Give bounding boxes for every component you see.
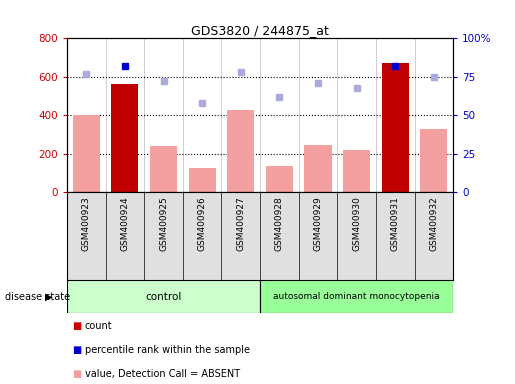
Bar: [150, 146, 177, 192]
Text: GSM400926: GSM400926: [198, 197, 207, 251]
Text: count: count: [85, 321, 113, 331]
Bar: [73, 115, 100, 192]
Bar: [420, 129, 448, 192]
Bar: [188, 168, 216, 192]
Text: GSM400930: GSM400930: [352, 197, 361, 251]
Text: GSM400927: GSM400927: [236, 197, 245, 251]
Title: GDS3820 / 244875_at: GDS3820 / 244875_at: [191, 24, 329, 37]
Text: GSM400931: GSM400931: [391, 197, 400, 251]
Text: value, Detection Call = ABSENT: value, Detection Call = ABSENT: [85, 369, 240, 379]
Bar: [343, 150, 370, 192]
FancyBboxPatch shape: [67, 280, 260, 313]
Bar: [304, 145, 332, 192]
Text: ■: ■: [72, 321, 81, 331]
Text: GSM400929: GSM400929: [314, 197, 322, 251]
Text: GSM400928: GSM400928: [275, 197, 284, 251]
Text: ■: ■: [72, 345, 81, 355]
Bar: [111, 84, 139, 192]
Text: GSM400932: GSM400932: [430, 197, 438, 251]
Text: disease state: disease state: [5, 291, 70, 302]
Text: control: control: [145, 291, 182, 302]
Bar: [266, 166, 293, 192]
Text: autosomal dominant monocytopenia: autosomal dominant monocytopenia: [273, 292, 440, 301]
Text: ■: ■: [72, 369, 81, 379]
FancyBboxPatch shape: [260, 280, 453, 313]
Bar: [382, 63, 409, 192]
Text: percentile rank within the sample: percentile rank within the sample: [85, 345, 250, 355]
Text: ▶: ▶: [45, 291, 53, 302]
Text: GSM400923: GSM400923: [82, 197, 91, 251]
Bar: [227, 111, 254, 192]
Text: GSM400924: GSM400924: [121, 197, 129, 251]
Text: GSM400925: GSM400925: [159, 197, 168, 251]
